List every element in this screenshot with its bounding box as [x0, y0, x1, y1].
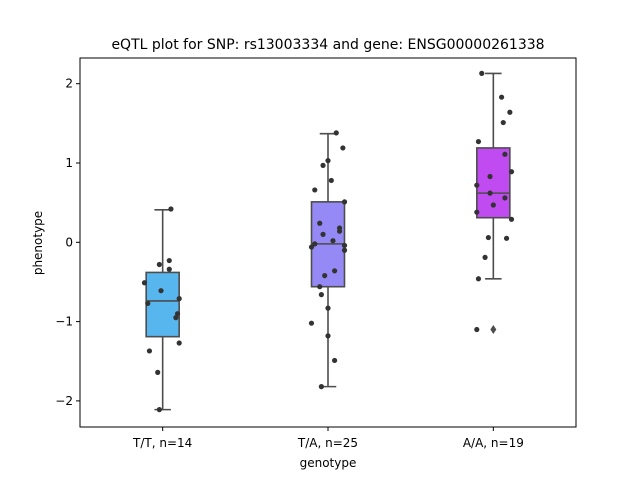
data-point	[502, 151, 508, 157]
data-point	[173, 315, 179, 321]
data-point	[317, 284, 323, 290]
data-point	[479, 70, 485, 76]
y-tick-label: −1	[55, 315, 73, 329]
y-tick-label: 0	[65, 235, 73, 249]
data-point	[503, 235, 510, 241]
data-point	[330, 238, 336, 244]
x-tick-label: T/T, n=14	[132, 436, 192, 450]
data-point	[508, 216, 515, 222]
chart-title: eQTL plot for SNP: rs13003334 and gene: …	[111, 37, 544, 53]
data-point	[320, 231, 326, 237]
data-point	[168, 206, 174, 212]
plot-area: −2 −1 0 1 2 T/T, n=14 T/A, n=25 A/A, n=19	[55, 57, 577, 450]
data-point	[499, 94, 505, 100]
data-point	[318, 384, 324, 390]
data-point	[322, 273, 328, 279]
data-point	[487, 190, 493, 196]
data-point	[155, 369, 161, 375]
data-point	[176, 340, 182, 346]
box-iqr	[145, 271, 180, 338]
data-point	[332, 268, 338, 274]
data-point	[156, 407, 162, 413]
data-point	[490, 202, 496, 208]
data-point	[474, 209, 480, 215]
data-point	[500, 119, 506, 126]
data-point	[312, 187, 318, 193]
y-tick-label: −2	[55, 394, 73, 408]
data-point	[325, 305, 331, 311]
data-point	[340, 145, 346, 151]
data-point	[146, 348, 153, 354]
data-point	[318, 292, 324, 298]
data-point	[474, 326, 480, 333]
x-axis-label: genotype	[300, 456, 357, 470]
data-point	[485, 234, 491, 241]
data-point	[166, 257, 172, 264]
data-point	[166, 266, 172, 272]
x-tick-label: A/A, n=19	[463, 436, 524, 450]
data-point	[156, 261, 162, 268]
data-point	[332, 357, 338, 364]
data-point	[341, 242, 348, 249]
data-point	[325, 158, 331, 164]
data-point	[325, 333, 331, 339]
data-point	[158, 288, 164, 294]
data-point	[333, 130, 339, 136]
data-point	[508, 169, 515, 175]
data-point	[174, 311, 181, 317]
x-tick-label: T/A, n=25	[297, 436, 358, 450]
data-point	[487, 173, 493, 180]
data-point	[475, 138, 482, 145]
data-point	[308, 320, 315, 326]
data-point	[317, 220, 323, 226]
y-axis-label: phenotype	[31, 211, 45, 275]
data-point	[320, 162, 326, 168]
y-tick-label: 2	[65, 77, 73, 91]
data-point	[502, 195, 508, 201]
data-point	[336, 228, 343, 234]
y-tick-label: 1	[65, 156, 73, 170]
data-point	[341, 247, 348, 253]
data-point	[507, 109, 513, 115]
data-point	[145, 300, 151, 306]
data-point	[328, 177, 334, 184]
data-point	[475, 276, 482, 282]
outlier-marker	[490, 325, 497, 335]
data-point	[308, 244, 315, 250]
data-point	[341, 199, 348, 205]
data-point	[474, 182, 480, 188]
data-point	[312, 241, 318, 247]
data-point	[176, 296, 182, 302]
data-point	[141, 280, 148, 286]
data-point	[482, 254, 488, 260]
